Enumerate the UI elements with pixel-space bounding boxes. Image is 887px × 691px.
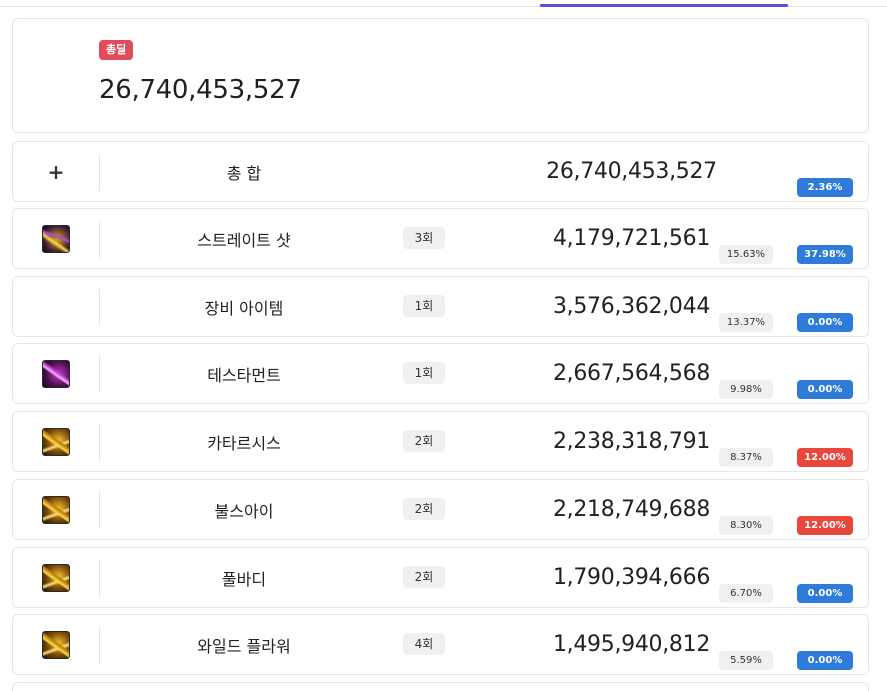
skill-name: 카타르시스 (207, 433, 281, 453)
skill-name: 풀바디 (221, 569, 267, 589)
total-row-label: 총 합 (226, 163, 262, 183)
cast-count-badge: 1회 (403, 362, 445, 384)
row-divider (99, 221, 100, 258)
row-divider (99, 492, 100, 529)
skill-name: 테스타먼트 (207, 365, 281, 385)
skill-damage-value: 2,218,749,688 (552, 497, 711, 522)
top-divider (0, 6, 887, 7)
skill-pct-badge: 12.00% (797, 448, 853, 467)
row-divider (99, 289, 100, 326)
skill-row[interactable]: 테스타먼트 1회 2,667,564,568 9.98% 0.00% (12, 343, 869, 404)
total-damage-badge: 총딜 (99, 40, 134, 60)
full-body-skill-icon (42, 563, 70, 592)
skill-pct-badge: 0.00% (797, 380, 853, 399)
damage-share-badge: 15.63% (719, 245, 773, 264)
straight-shot-skill-icon (42, 224, 70, 253)
skill-row[interactable]: 카타르시스 2회 2,238,318,791 8.37% 12.00% (12, 411, 869, 472)
total-row[interactable]: + 총 합 26,740,453,527 2.36% (12, 141, 869, 202)
skill-name: 장비 아이템 (204, 298, 284, 318)
skill-row[interactable]: 스트레이트 샷 3회 4,179,721,561 15.63% 37.98% (12, 208, 869, 269)
testament-skill-icon (42, 359, 70, 388)
skill-pct-badge: 0.00% (797, 584, 853, 603)
cast-count-badge: 1회 (403, 295, 445, 317)
bulls-eye-skill-icon (42, 495, 70, 524)
skill-pct-badge: 12.00% (797, 516, 853, 535)
row-divider (99, 424, 100, 461)
skill-damage-value: 1,790,394,666 (552, 565, 711, 590)
total-row-pct-badge: 2.36% (797, 178, 853, 197)
skill-pct-badge: 0.00% (797, 313, 853, 332)
skill-name: 불스아이 (214, 501, 274, 521)
damage-share-badge: 9.98% (719, 380, 773, 399)
damage-share-badge: 6.70% (719, 584, 773, 603)
cast-count-badge: 3회 (403, 227, 445, 249)
wild-flower-skill-icon (42, 630, 70, 659)
expand-toggle[interactable]: + (13, 142, 99, 201)
next-skill-row-partial (12, 682, 869, 691)
cast-count-badge: 2회 (403, 566, 445, 588)
skill-name: 와일드 플라워 (197, 636, 291, 656)
total-damage-summary-card: 총딜 26,740,453,527 (12, 18, 869, 133)
skill-pct-badge: 0.00% (797, 651, 853, 670)
damage-share-badge: 8.30% (719, 516, 773, 535)
skill-row[interactable]: 불스아이 2회 2,218,749,688 8.30% 12.00% (12, 479, 869, 540)
damage-share-badge: 8.37% (719, 448, 773, 467)
row-divider (99, 356, 100, 393)
cast-count-badge: 2회 (403, 498, 445, 520)
cast-count-badge: 4회 (403, 633, 445, 655)
damage-share-badge: 13.37% (719, 313, 773, 332)
skill-damage-value: 2,238,318,791 (552, 429, 711, 454)
plus-icon[interactable]: + (47, 159, 65, 184)
empty-icon-slot (13, 277, 99, 336)
skill-row[interactable]: 와일드 플라워 4회 1,495,940,812 5.59% 0.00% (12, 614, 869, 675)
damage-share-badge: 5.59% (719, 651, 773, 670)
row-divider (99, 154, 100, 191)
total-row-value: 26,740,453,527 (546, 159, 717, 184)
row-divider (99, 560, 100, 597)
skill-name: 스트레이트 샷 (197, 230, 291, 250)
active-tab-indicator (540, 4, 788, 7)
total-damage-value: 26,740,453,527 (99, 75, 302, 105)
skill-pct-badge: 37.98% (797, 245, 853, 264)
skill-row[interactable]: 장비 아이템 1회 3,576,362,044 13.37% 0.00% (12, 276, 869, 337)
catharsis-skill-icon (42, 427, 70, 456)
row-divider (99, 627, 100, 664)
skill-damage-value: 4,179,721,561 (552, 226, 711, 251)
cast-count-badge: 2회 (403, 430, 445, 452)
skill-row[interactable]: 풀바디 2회 1,790,394,666 6.70% 0.00% (12, 547, 869, 608)
skill-damage-value: 3,576,362,044 (552, 294, 711, 319)
skill-damage-value: 1,495,940,812 (552, 632, 711, 657)
skill-damage-value: 2,667,564,568 (552, 361, 711, 386)
